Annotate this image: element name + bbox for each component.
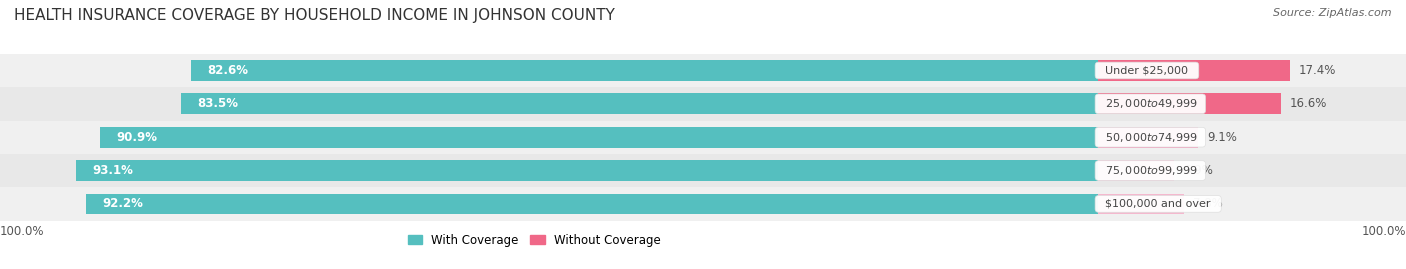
Bar (1098, 160, 1174, 181)
Text: 6.9%: 6.9% (1182, 164, 1213, 177)
Bar (181, 94, 1098, 114)
Bar (1098, 94, 1281, 114)
Bar (100, 127, 1098, 147)
Bar (0, 121, 1406, 154)
Text: $50,000 to $74,999: $50,000 to $74,999 (1098, 131, 1202, 144)
Bar (0, 87, 1406, 121)
Text: 83.5%: 83.5% (198, 97, 239, 110)
Text: 90.9%: 90.9% (117, 131, 157, 144)
Text: Under $25,000: Under $25,000 (1098, 65, 1195, 76)
Text: 100.0%: 100.0% (1361, 225, 1406, 238)
Text: 100.0%: 100.0% (0, 225, 45, 238)
Text: $25,000 to $49,999: $25,000 to $49,999 (1098, 97, 1202, 110)
Legend: With Coverage, Without Coverage: With Coverage, Without Coverage (404, 229, 665, 251)
Text: $75,000 to $99,999: $75,000 to $99,999 (1098, 164, 1202, 177)
Text: Source: ZipAtlas.com: Source: ZipAtlas.com (1274, 8, 1392, 18)
Text: 7.8%: 7.8% (1192, 197, 1223, 210)
Text: 16.6%: 16.6% (1289, 97, 1327, 110)
Text: 82.6%: 82.6% (208, 64, 249, 77)
Bar (1098, 127, 1198, 147)
Text: 9.1%: 9.1% (1208, 131, 1237, 144)
Bar (76, 160, 1098, 181)
Bar (86, 194, 1098, 214)
Bar (0, 54, 1406, 87)
Text: 93.1%: 93.1% (93, 164, 134, 177)
Text: $100,000 and over: $100,000 and over (1098, 199, 1218, 209)
Text: HEALTH INSURANCE COVERAGE BY HOUSEHOLD INCOME IN JOHNSON COUNTY: HEALTH INSURANCE COVERAGE BY HOUSEHOLD I… (14, 8, 614, 23)
Bar (0, 187, 1406, 221)
Text: 92.2%: 92.2% (103, 197, 143, 210)
Bar (1098, 194, 1184, 214)
Bar (0, 154, 1406, 187)
Bar (191, 60, 1098, 81)
Text: 17.4%: 17.4% (1298, 64, 1336, 77)
Bar (1098, 60, 1289, 81)
